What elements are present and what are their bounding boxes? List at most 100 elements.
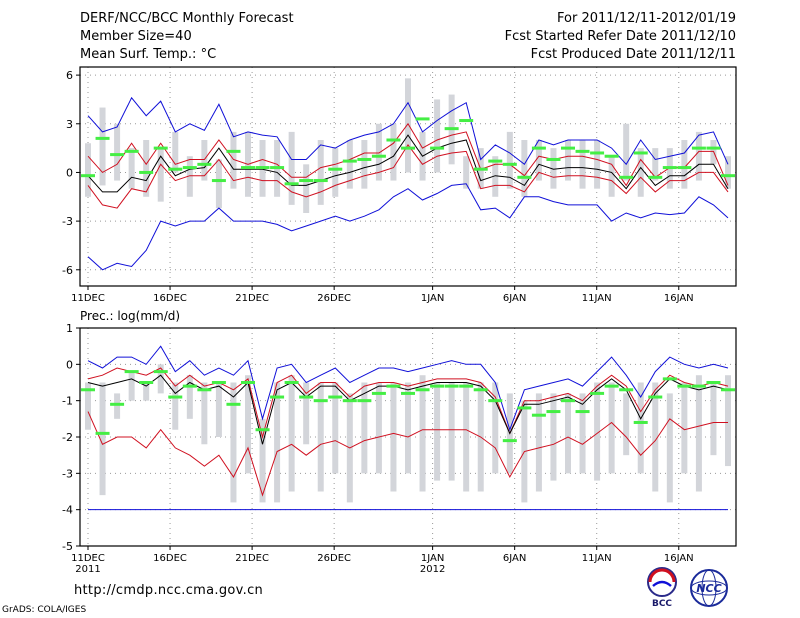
temp-median-mark <box>502 162 517 166</box>
prec-ylabel-1: 0 <box>66 358 73 371</box>
temp-median-mark <box>604 154 619 158</box>
prec-spread-box <box>186 375 193 419</box>
temp-spread-box <box>143 140 150 197</box>
prec-median-mark <box>386 384 401 388</box>
temp-median-mark <box>561 146 575 150</box>
prec-spread-box <box>608 382 615 474</box>
temp-median-mark <box>706 146 721 150</box>
prec-spread-box <box>99 382 106 496</box>
prec-ylabel-6: -5 <box>62 540 73 553</box>
temp-spread-box <box>201 140 208 181</box>
prec-ylabel-4: -3 <box>62 467 73 480</box>
prec-xlabel-2: 21DEC <box>235 553 269 564</box>
temp-median-mark <box>313 179 328 183</box>
prec-spread-box <box>157 364 164 394</box>
prec-spread-box <box>259 418 266 503</box>
prec-xlabel-7: 16JAN <box>664 553 694 564</box>
temp-median-mark <box>459 119 474 123</box>
prec-spread-box <box>114 393 121 419</box>
prec-median-mark <box>604 384 619 388</box>
temp-median-mark <box>124 149 139 153</box>
temp-median-mark <box>401 146 415 150</box>
prec-spread-box <box>143 382 150 401</box>
temp-spread-box <box>215 159 222 209</box>
prec-median-mark <box>633 420 648 424</box>
temp-spread-box <box>434 99 441 173</box>
prec-median-mark <box>110 402 125 406</box>
temp-spread-box <box>725 156 731 189</box>
temp-xlabel-7: 16JAN <box>664 293 694 304</box>
prec-series-upper <box>87 345 729 432</box>
produced-date-label: Fcst Produced Date 2011/12/11 <box>530 47 736 62</box>
prec-median-mark <box>124 370 139 374</box>
temp-median-mark <box>415 117 430 121</box>
temp-median-mark <box>357 157 372 161</box>
temp-series-lower <box>87 183 729 271</box>
prec-median-mark <box>313 399 328 403</box>
start-date-label: Fcst Started Refer Date 2011/12/10 <box>504 29 736 44</box>
temp-spread-box <box>288 131 295 205</box>
temp-xsublabel-4: 2012 <box>420 304 445 305</box>
temp-spread-box <box>506 131 513 189</box>
temp-median-mark <box>444 127 459 131</box>
prec-spread-box <box>85 382 91 430</box>
prec-median-mark <box>430 384 445 388</box>
prec-spread-box <box>128 371 135 401</box>
forecast-range-label: For 2011/12/11-2012/01/19 <box>557 11 736 26</box>
temp-median-mark <box>182 166 197 170</box>
prec-median-mark <box>488 399 503 403</box>
temp-spread-box <box>85 143 91 197</box>
temp-spread-box <box>492 156 499 197</box>
prec-median-mark <box>706 381 721 384</box>
prec-xsublabel-0: 2011 <box>75 564 100 575</box>
prec-spread-box <box>332 382 339 474</box>
prec-median-mark <box>691 384 706 388</box>
prec-spread-box <box>492 382 499 474</box>
prec-xlabel-3: 26DEC <box>317 553 351 564</box>
prec-xsublabel-4: 2012 <box>420 564 445 575</box>
prec-spread-box <box>579 393 586 474</box>
prec-spread-box <box>681 382 688 474</box>
prec-median-mark <box>517 406 532 410</box>
temp-median-mark <box>197 162 212 166</box>
prec-median-mark <box>182 384 197 388</box>
temp-median-mark <box>721 174 735 178</box>
prec-median-mark <box>270 395 285 399</box>
temp-spread-box <box>114 123 121 181</box>
prec-ylabel-3: -2 <box>62 431 73 444</box>
temp-xlabel-0: 11DEC <box>71 293 105 304</box>
prec-median-mark <box>721 388 735 392</box>
temp-xsublabel-0: 2011 <box>75 304 100 305</box>
temp-median-mark <box>270 166 285 170</box>
temp-median-mark <box>139 170 154 174</box>
temp-median-mark <box>473 167 488 171</box>
source-url[interactable]: http://cmdp.ncc.cma.gov.cn <box>74 583 264 598</box>
prec-ylabel-0: 1 <box>66 322 73 335</box>
bcc-logo: BCC <box>647 567 677 608</box>
temp-spread-box <box>463 156 470 189</box>
temp-spread-box <box>99 107 106 186</box>
prec-median-mark <box>226 402 241 406</box>
temp-median-mark <box>299 179 314 183</box>
prec-median-mark <box>590 391 605 395</box>
chart-title: DERF/NCC/BCC Monthly Forecast <box>80 11 294 26</box>
prec-median-mark <box>662 377 677 381</box>
prec-median-mark <box>473 388 488 392</box>
temp-median-mark <box>284 182 299 186</box>
temp-median-mark <box>226 149 241 153</box>
temp-median-mark <box>371 154 386 158</box>
temp-spread-box <box>652 148 659 181</box>
temp-spread-box <box>579 140 586 189</box>
temp-median-mark <box>153 146 168 150</box>
temp-spread-box <box>594 140 601 189</box>
prec-spread-box <box>535 393 542 492</box>
temp-spread-box <box>608 156 615 197</box>
prec-series-inner-high <box>87 367 729 439</box>
prec-median-mark <box>546 410 561 414</box>
prec-spread-box <box>288 375 295 492</box>
prec-median-mark <box>328 395 343 399</box>
prec-xlabel-5: 6JAN <box>503 553 526 564</box>
prec-median-mark <box>139 381 154 384</box>
temp-median-mark <box>211 179 226 183</box>
